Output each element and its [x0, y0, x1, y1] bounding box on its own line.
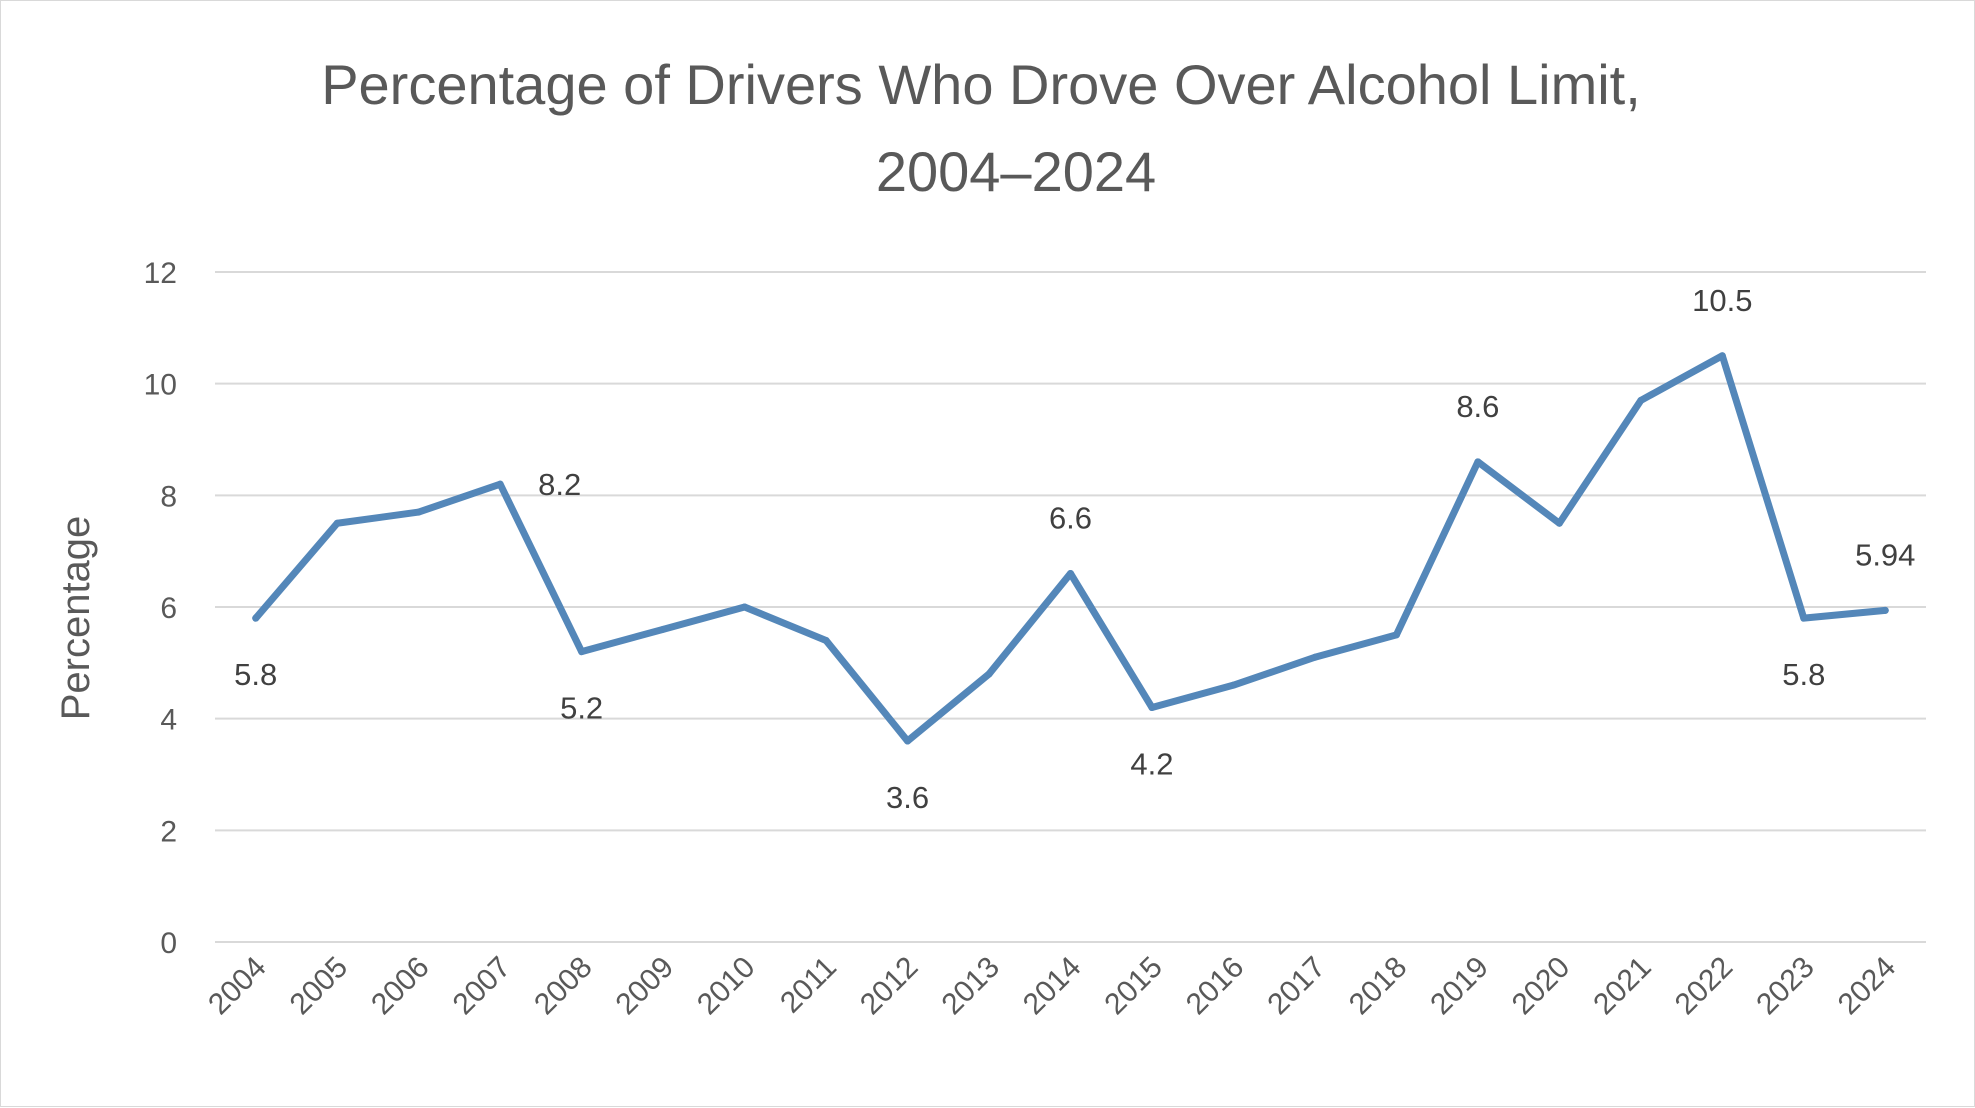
data-point [741, 603, 749, 611]
x-tick-label: 2004 [202, 951, 273, 1022]
y-tick-label: 6 [160, 592, 177, 625]
x-tick-label: 2012 [854, 951, 925, 1022]
x-tick-label: 2023 [1750, 951, 1821, 1022]
x-tick-label: 2013 [935, 951, 1006, 1022]
data-point [1392, 631, 1400, 639]
x-tick-label: 2015 [1098, 951, 1169, 1022]
data-point [1800, 614, 1808, 622]
x-tick-label: 2009 [610, 951, 681, 1022]
data-point [1148, 704, 1156, 711]
data-label: 6.6 [1049, 501, 1092, 536]
x-axis-ticks: 2004 2005 2006 2007 2008 2009 2010 2011 2012 2013… [202, 951, 1902, 1022]
x-tick-label: 2016 [1180, 951, 1251, 1022]
data-labels: 5.8 8.2 5.2 3.6 6.6 4.2 8.6 10.5 5.8 5.94 [234, 283, 1915, 815]
y-axis-title: Percentage [54, 516, 98, 721]
data-point [985, 670, 993, 678]
x-tick-label: 2005 [284, 951, 355, 1022]
data-label: 5.2 [560, 691, 603, 726]
data-point [252, 614, 260, 622]
x-tick-label: 2024 [1832, 951, 1903, 1022]
y-tick-label: 2 [160, 815, 177, 848]
data-label: 10.5 [1692, 283, 1752, 318]
x-tick-label: 2018 [1343, 951, 1414, 1022]
x-tick-label: 2020 [1506, 951, 1577, 1022]
x-tick-label: 2022 [1669, 951, 1740, 1022]
data-point [1474, 458, 1482, 466]
x-tick-label: 2021 [1587, 951, 1658, 1022]
x-tick-label: 2010 [691, 951, 762, 1022]
data-label: 3.6 [886, 780, 929, 815]
data-label: 5.8 [234, 657, 277, 692]
data-label: 5.8 [1782, 657, 1825, 692]
chart-title-line-1: Percentage of Drivers Who Drove Over Alc… [321, 53, 1641, 116]
series-layer [252, 352, 1889, 745]
data-label: 8.6 [1456, 389, 1499, 424]
data-point [1311, 653, 1319, 661]
data-point [1555, 519, 1563, 527]
data-point [578, 648, 586, 656]
data-point [496, 480, 504, 488]
x-tick-label: 2007 [447, 951, 518, 1022]
data-label: 8.2 [538, 467, 581, 502]
data-point [415, 508, 423, 516]
data-label: 4.2 [1130, 747, 1173, 782]
data-point [1067, 570, 1074, 577]
series-line-0 [252, 352, 1889, 745]
data-point [904, 737, 912, 745]
data-point [659, 625, 667, 633]
x-tick-label: 2014 [1017, 951, 1088, 1022]
data-point [1637, 396, 1645, 404]
y-tick-label: 10 [144, 369, 177, 402]
x-tick-label: 2017 [1261, 951, 1332, 1022]
gridlines [215, 271, 1926, 943]
data-label: 5.94 [1855, 537, 1915, 572]
x-tick-label: 2008 [528, 951, 599, 1022]
x-tick-label: 2019 [1424, 951, 1495, 1022]
y-tick-label: 0 [160, 927, 177, 960]
data-point [822, 637, 830, 644]
y-tick-label: 12 [144, 257, 177, 290]
chart-title-line-2: 2004–2024 [876, 140, 1156, 203]
data-point [1718, 352, 1726, 360]
y-axis-ticks: 0 2 4 6 8 10 12 [144, 257, 177, 960]
data-point [1881, 606, 1889, 614]
y-tick-label: 8 [160, 480, 177, 513]
x-tick-label: 2011 [774, 951, 843, 1020]
data-point [1229, 681, 1237, 689]
x-tick-label: 2006 [365, 951, 436, 1022]
y-tick-label: 4 [160, 704, 177, 737]
data-point [333, 519, 341, 527]
